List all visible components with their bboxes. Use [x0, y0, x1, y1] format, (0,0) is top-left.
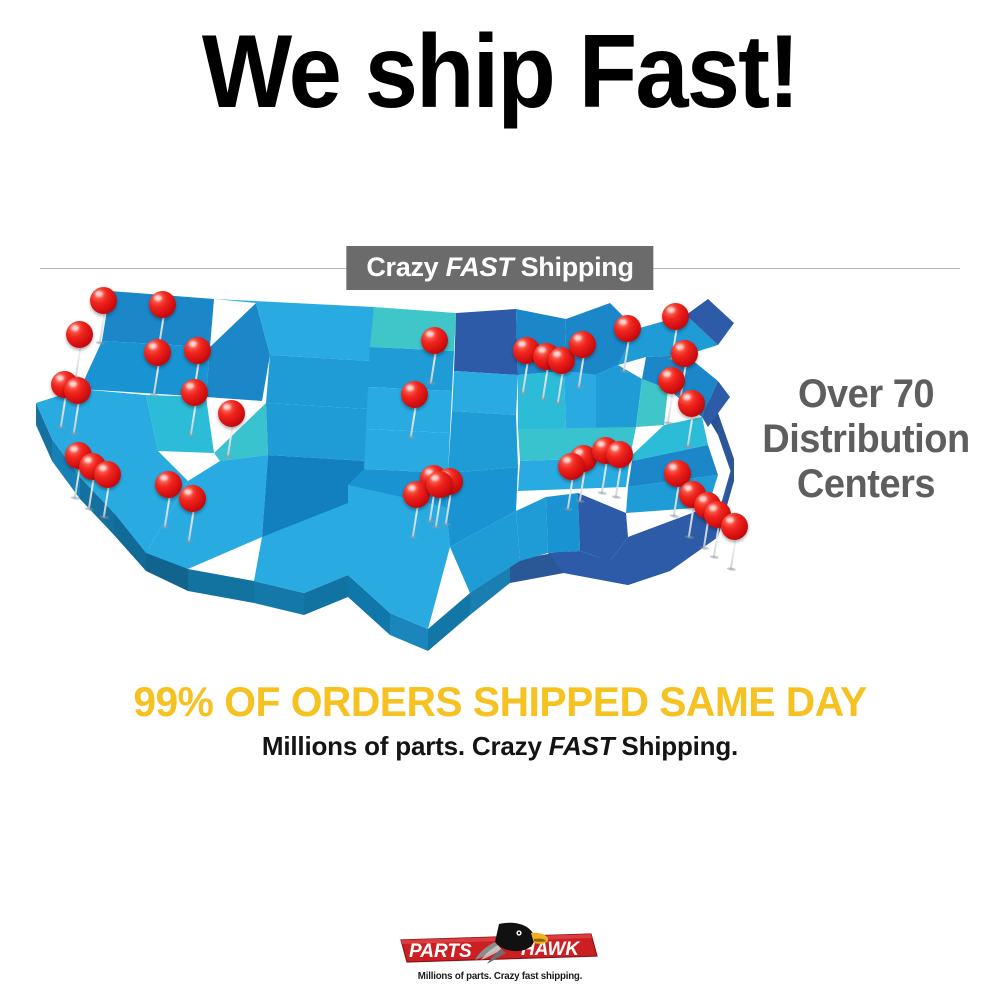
logo-tagline: Millions of parts. Crazy fast shipping. [417, 971, 583, 982]
banner-emphasis: FAST [445, 252, 514, 282]
state-wi [516, 309, 566, 375]
state-ky [518, 427, 636, 461]
state-ar [446, 467, 518, 547]
banner-prefix: Crazy [366, 252, 446, 282]
map-state-faces [36, 291, 734, 629]
banner-suffix: Shipping [513, 252, 634, 282]
state-mi [564, 303, 636, 375]
state-az [146, 455, 268, 569]
state-al [546, 493, 580, 553]
same-day-tagline: 99% OF ORDERS SHIPPED SAME DAY [133, 678, 867, 725]
parts-hawk-logo: PARTS HAWK Millions of parts. Crazy fast… [395, 918, 605, 990]
hawk-icon [475, 922, 549, 964]
state-co [266, 403, 368, 461]
caption-line-3: Centers [796, 461, 936, 506]
state-ga [578, 493, 628, 561]
state-md-de [702, 381, 730, 427]
subtitle-prefix: Millions of parts. Crazy [261, 731, 549, 761]
us-map-svg [36, 291, 734, 651]
logo-word-right: HAWK [521, 939, 580, 960]
parts-hawk-logo-mark: PARTS HAWK [400, 922, 598, 964]
state-ks [364, 429, 450, 473]
state-tn [518, 457, 630, 491]
millions-of-parts-subtitle: Millions of parts. Crazy FAST Shipping. [0, 731, 1000, 762]
state-fl [548, 459, 734, 585]
distribution-centers-caption: Over 70 Distribution Centers [748, 372, 984, 506]
caption-line-2: Distribution [762, 416, 970, 461]
crazy-fast-shipping-banner: Crazy FAST Shipping [346, 246, 654, 291]
state-ut [214, 403, 268, 461]
state-ne-states [686, 299, 734, 345]
us-distribution-map [18, 285, 778, 675]
state-nd [370, 307, 456, 351]
subtitle-suffix: Shipping. [614, 731, 739, 761]
state-wa [102, 291, 214, 347]
state-ia [452, 371, 518, 415]
state-tx [254, 485, 450, 629]
caption-line-1: Over 70 [797, 372, 935, 416]
subtitle-emphasis: FAST [548, 731, 615, 761]
logo-word-left: PARTS [409, 941, 472, 962]
state-id [206, 303, 270, 401]
state-in [564, 371, 596, 431]
state-il [518, 371, 566, 431]
state-mt [214, 299, 374, 361]
state-or [80, 341, 210, 397]
state-la [450, 511, 520, 593]
state-oh [596, 365, 642, 431]
state-ms [516, 497, 548, 561]
state-ne [366, 387, 452, 433]
state-mo [448, 411, 518, 473]
state-sd [368, 347, 454, 391]
state-wy [266, 355, 370, 409]
state-mn [454, 309, 518, 375]
page-title: We ship Fast! [201, 14, 800, 130]
